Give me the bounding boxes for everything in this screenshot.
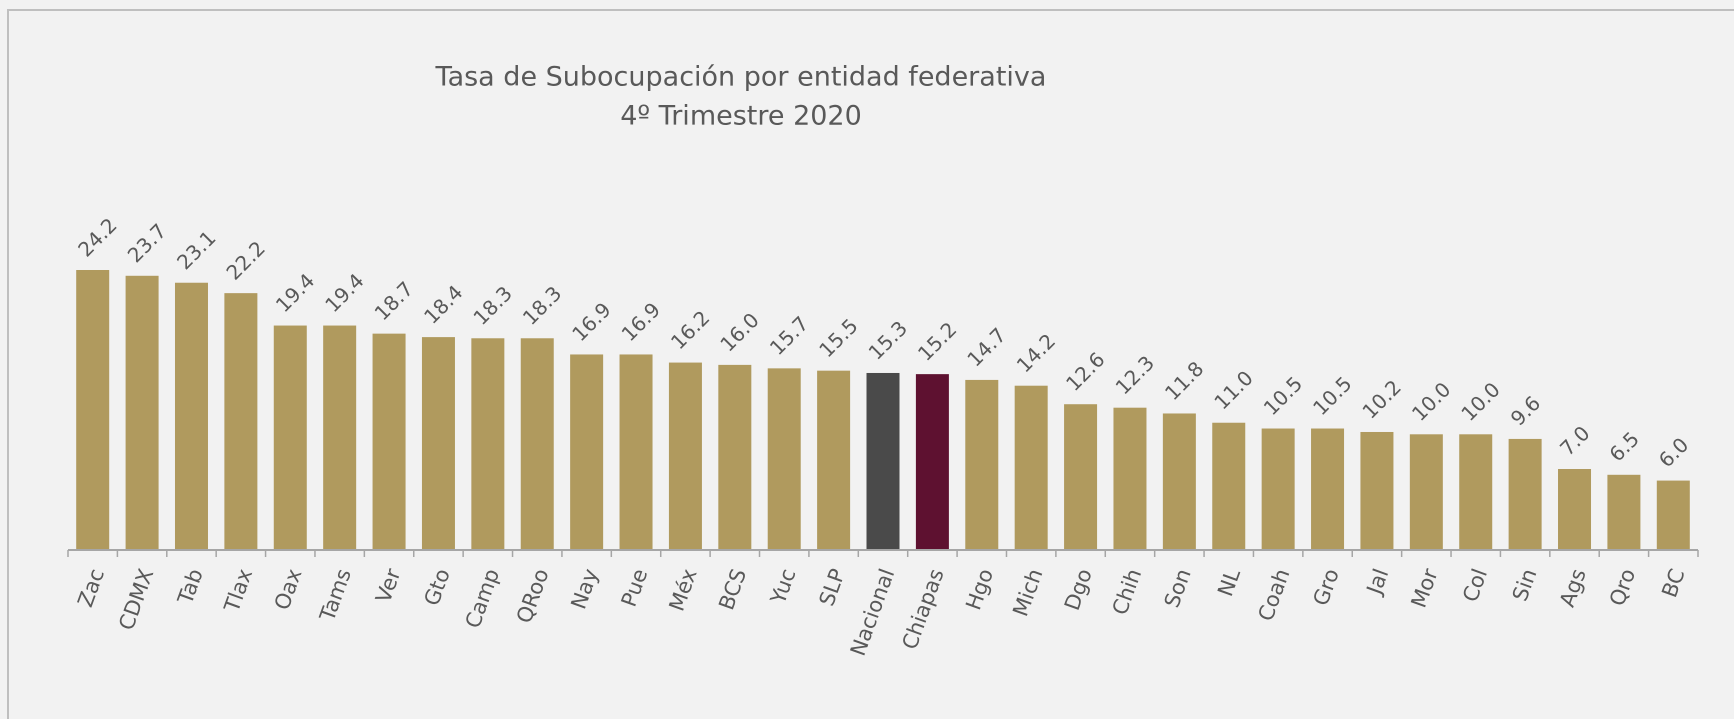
- bar: [767, 368, 801, 550]
- bar: [1311, 428, 1345, 550]
- bar: [1360, 431, 1394, 550]
- bar: [125, 275, 159, 550]
- bar: [1459, 434, 1493, 550]
- bar: [915, 374, 949, 550]
- bar: [1113, 407, 1147, 550]
- bar: [1607, 474, 1641, 550]
- bar: [76, 270, 110, 550]
- chart-title: Tasa de Subocupación por entidad federat…: [435, 62, 1047, 93]
- bar: [1162, 413, 1196, 550]
- bar: [174, 282, 208, 550]
- bar: [1064, 404, 1098, 550]
- bar: [668, 362, 702, 550]
- bar: [1014, 385, 1048, 550]
- chart-subtitle: 4º Trimestre 2020: [620, 101, 862, 132]
- bar: [1212, 422, 1246, 550]
- bar: [866, 372, 900, 550]
- bar: [372, 333, 406, 550]
- bar: [421, 337, 455, 550]
- bar: [1656, 480, 1690, 550]
- bar: [224, 293, 258, 550]
- bar: [1558, 469, 1592, 550]
- bar: [965, 379, 999, 550]
- bar: [718, 364, 752, 550]
- bar: [520, 338, 554, 550]
- bar: [1508, 438, 1542, 550]
- bar: [619, 354, 653, 550]
- bar: [273, 325, 307, 550]
- bar: [323, 325, 357, 550]
- bar: [1261, 428, 1295, 550]
- bar: [817, 370, 851, 550]
- bar: [570, 354, 604, 550]
- bar: [1409, 434, 1443, 550]
- bar: [471, 338, 505, 550]
